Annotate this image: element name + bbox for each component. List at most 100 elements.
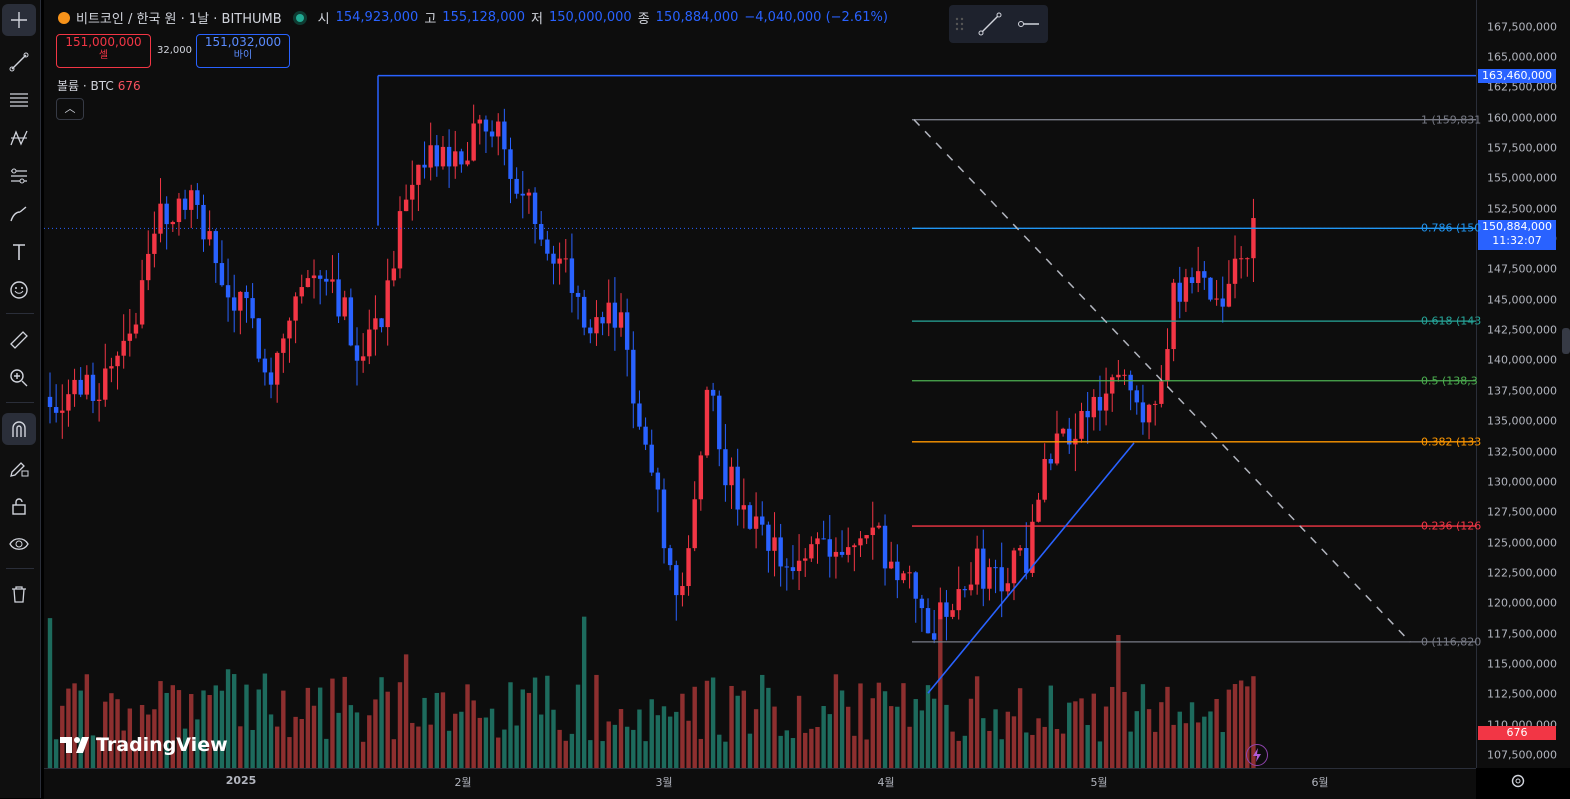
visibility-tool[interactable]: [2, 528, 36, 560]
volume-bar: [1232, 684, 1238, 768]
symbol-title[interactable]: 비트코인 / 한국 원 · 1날 · BITHUMB: [76, 12, 282, 27]
volume-bar: [103, 701, 108, 768]
sell-button[interactable]: 151,000,000 셀: [56, 34, 151, 68]
candle-body: [974, 548, 980, 585]
candle-body: [1208, 277, 1213, 300]
volume-bar: [434, 692, 440, 768]
fib-lines-icon: [10, 93, 28, 107]
trend-line-tool[interactable]: [2, 46, 36, 78]
volume-bar: [459, 711, 464, 768]
volume-legend[interactable]: 볼륨 · BTC 676: [57, 77, 141, 94]
crosshair-tool[interactable]: [2, 4, 36, 36]
candle-body: [612, 302, 618, 328]
candlestick-chart[interactable]: [44, 0, 1476, 768]
candle-body: [735, 466, 740, 510]
volume-bar: [594, 674, 599, 768]
price-scale-handle[interactable]: [1562, 328, 1570, 354]
lock-drawings-tool[interactable]: [2, 452, 36, 484]
volume-bar: [539, 714, 544, 768]
volume-bar: [809, 728, 814, 768]
candle-body: [876, 525, 882, 528]
price-tick-label: 162,500,000: [1487, 80, 1557, 94]
volume-bar: [477, 717, 482, 768]
high-label: 고: [424, 12, 437, 27]
chart-pane[interactable]: [44, 0, 1476, 768]
drag-handle-icon[interactable]: [949, 5, 971, 43]
magnet-icon: [12, 421, 26, 437]
volume-bar: [741, 690, 747, 768]
candle-body: [1116, 374, 1121, 378]
candle-body: [551, 253, 556, 264]
price-tick-label: 165,000,000: [1487, 50, 1557, 64]
pattern-tool[interactable]: [2, 122, 36, 154]
price-tick-label: 155,000,000: [1487, 171, 1557, 185]
brush-tool[interactable]: [2, 198, 36, 230]
volume-bar: [888, 706, 894, 768]
symbol-legend: 비트코인 / 한국 원 · 1날 · BITHUMB 시 154,923,000 …: [58, 8, 888, 27]
horizontal-ray-icon[interactable]: [1009, 5, 1047, 43]
volume-bar: [649, 699, 654, 768]
volume-bar: [360, 741, 366, 768]
volume-bar: [1153, 731, 1158, 768]
volume-bar: [803, 732, 808, 768]
price-axis[interactable]: 167,500,000 165,000,000 162,500,000 160,000…: [1476, 0, 1570, 768]
volume-bar: [453, 713, 458, 768]
time-axis[interactable]: 2025 2월 3월 4월 5월 6월: [44, 768, 1476, 799]
price-tick-label: 130,000,000: [1487, 475, 1557, 489]
collapse-legend-button[interactable]: ︿: [56, 98, 84, 120]
tradingview-watermark: TradingView: [60, 734, 228, 756]
fib-level-label: 0.618 (143: [1421, 314, 1482, 328]
price-tick-label: 167,500,000: [1487, 20, 1557, 34]
candle-body: [637, 403, 642, 427]
magnet-tool[interactable]: [2, 413, 36, 445]
volume-bar: [723, 741, 728, 768]
price-tick-label: 107,500,000: [1487, 748, 1557, 762]
price-tick-label: 120,000,000: [1487, 596, 1557, 610]
volume-bar: [176, 690, 182, 768]
volume-bar: [330, 678, 335, 768]
volume-bar: [1208, 711, 1213, 768]
lock-tool[interactable]: [2, 490, 36, 522]
candle-body: [778, 537, 783, 567]
candle-body: [606, 302, 611, 324]
candle-body: [127, 333, 133, 341]
volume-bar: [796, 695, 802, 768]
volume-bar: [311, 705, 317, 768]
price-tick-label: 117,500,000: [1487, 627, 1557, 641]
projection-tool[interactable]: [2, 160, 36, 192]
candle-body: [539, 224, 544, 240]
fib-level-label: 1 (159,831: [1421, 113, 1482, 127]
price-tick-label: 122,500,000: [1487, 566, 1557, 580]
candle-body: [766, 524, 771, 551]
candle-body: [348, 297, 354, 346]
price-tick-label: 145,000,000: [1487, 293, 1557, 307]
candle-body: [944, 602, 949, 617]
drawing-toolbar: [0, 0, 41, 798]
candle-body: [888, 561, 894, 569]
volume-bar: [53, 739, 59, 768]
emoji-tool[interactable]: [2, 274, 36, 306]
volume-bar: [1017, 688, 1023, 768]
price-tick-label: 140,000,000: [1487, 353, 1557, 367]
candle-body: [170, 222, 175, 225]
candle-body: [747, 505, 753, 529]
candle-body: [207, 231, 212, 240]
zoom-in-tool[interactable]: [2, 362, 36, 394]
fib-retracement-tool[interactable]: [2, 84, 36, 116]
text-tool[interactable]: [2, 236, 36, 268]
volume-bar: [367, 715, 372, 768]
ruler-tool[interactable]: [2, 324, 36, 356]
volume-bar: [262, 673, 268, 768]
volume-bar: [182, 728, 188, 768]
candle-body: [244, 291, 249, 299]
line-style-icon[interactable]: [971, 5, 1009, 43]
candle-body: [1085, 410, 1090, 418]
settings-gear-icon[interactable]: [1510, 773, 1526, 793]
candle-body: [416, 164, 421, 185]
remove-drawings-tool[interactable]: [2, 578, 36, 610]
volume-bar: [1226, 689, 1232, 768]
candle-body: [594, 317, 599, 334]
candle-body: [882, 525, 888, 569]
flash-icon[interactable]: [1246, 744, 1268, 766]
buy-button[interactable]: 151,032,000 바이: [196, 34, 290, 68]
